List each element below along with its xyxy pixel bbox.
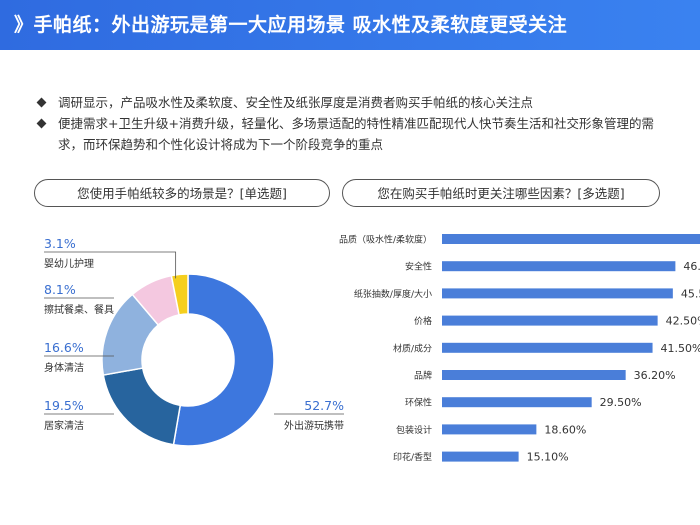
bar-2: [442, 288, 673, 299]
pie-slice-0: [172, 273, 275, 447]
bar-category-label: 包装设计: [396, 424, 432, 436]
slice-category-label: 外出游玩携带: [284, 419, 344, 432]
bullet-text: 便捷需求+卫生升级+消费升级，轻量化、多场景适配的特性精准匹配现代人快节奏生活和…: [58, 116, 654, 152]
bullet-text: 调研显示，产品吸水性及柔软度、安全性及纸张厚度是消费者购买手帕纸的核心关注点: [58, 95, 534, 110]
slice-category-label: 身体清洁: [44, 361, 84, 374]
slice-value-label: 19.5%: [44, 398, 84, 413]
bar-value-label: 36.20%: [634, 369, 676, 382]
bar-0: [442, 234, 700, 244]
bar-category-label: 品牌: [414, 370, 432, 382]
bar-value-label: 18.60%: [544, 423, 586, 436]
bullet-item: 调研显示，产品吸水性及柔软度、安全性及纸张厚度是消费者购买手帕纸的核心关注点: [36, 92, 676, 113]
bar-category-label: 环保性: [405, 397, 432, 409]
pie-slice-1: [102, 367, 182, 446]
page-title: 》手帕纸：外出游玩是第一大应用场景 吸水性及柔软度更受关注: [14, 14, 568, 36]
slice-value-label: 52.7%: [304, 398, 344, 413]
bar-value-label: 41.50%: [661, 342, 700, 355]
bar-value-label: 29.50%: [600, 396, 642, 409]
slice-connector-line: [114, 251, 177, 279]
bar-3: [442, 315, 658, 326]
bar-8: [442, 451, 519, 462]
bullet-list: 调研显示，产品吸水性及柔软度、安全性及纸张厚度是消费者购买手帕纸的核心关注点 便…: [36, 92, 676, 155]
bar-1: [442, 261, 676, 272]
bar-category-label: 纸张抽数/厚度/大小: [354, 288, 432, 300]
bar-value-label: 45.50%: [681, 287, 700, 300]
right-question-pill: 您在购买手帕纸时更关注哪些因素？[多选题]: [342, 179, 660, 207]
bar-value-label: 15.10%: [527, 451, 569, 464]
bar-category-label: 品质（吸水性/柔软度）: [339, 234, 432, 246]
slice-category-label: 居家清洁: [44, 419, 84, 432]
bar-6: [442, 397, 592, 408]
slice-category-label: 擦拭餐桌、餐具: [44, 303, 114, 316]
slice-category-label: 婴幼儿护理: [44, 257, 94, 270]
slice-value-label: 3.1%: [44, 236, 76, 251]
bar-4: [442, 342, 653, 353]
bar-category-label: 材质/成分: [393, 342, 432, 354]
slice-value-label: 16.6%: [44, 340, 84, 355]
bar-value-label: 42.50%: [666, 315, 700, 328]
slice-value-label: 8.1%: [44, 282, 76, 297]
bar-category-label: 价格: [414, 315, 432, 327]
left-question-pill: 您使用手帕纸较多的场景是？[单选题]: [34, 179, 330, 207]
bar-value-label: 46.00%: [683, 260, 700, 273]
bar-7: [442, 424, 537, 435]
pie-slice-4: [170, 273, 189, 316]
bar-category-label: 印花/香型: [393, 451, 432, 463]
bar-5: [442, 370, 626, 380]
header-bar: 》手帕纸：外出游玩是第一大应用场景 吸水性及柔软度更受关注: [0, 0, 700, 50]
bar-category-label: 安全性: [405, 261, 432, 273]
bullet-item: 便捷需求+卫生升级+消费升级，轻量化、多场景适配的特性精准匹配现代人快节奏生活和…: [36, 113, 676, 155]
